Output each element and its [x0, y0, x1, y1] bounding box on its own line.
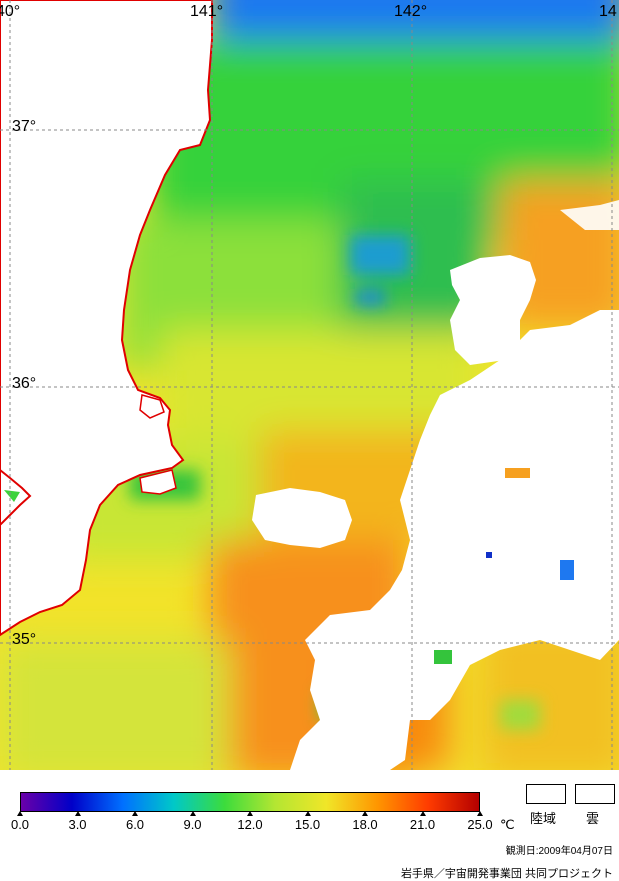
honshu-coastline — [0, 0, 213, 637]
credit-line: 岩手県／宇宙開発事業団 共同プロジェクト — [400, 868, 613, 880]
colorbar-tick — [74, 811, 81, 816]
colorbar-tick-label: 25.0 — [467, 817, 493, 832]
lat-label-36: 36° — [12, 375, 37, 392]
colorbar-tick-label: 0.0 — [10, 817, 30, 832]
cloud-key-label: 雲 — [586, 811, 600, 826]
observation-date: 観測日:2009年04月07日 — [505, 846, 613, 857]
colorbar-tick-label: 9.0 — [183, 817, 202, 832]
sea-surface-temperature-map: 40° 141° 142° 14 37° 36° 35° — [0, 0, 619, 770]
colorbar-tick — [419, 811, 426, 816]
lon-label-141: 141° — [190, 3, 224, 20]
cloud-key-box — [575, 784, 615, 804]
colorbar-tick — [189, 811, 196, 816]
lon-label-140: 40° — [0, 3, 21, 20]
land-key-label: 陸域 — [530, 811, 557, 826]
colorbar-tick — [304, 811, 311, 816]
colorbar-tick-label: 3.0 — [68, 817, 87, 832]
legend-panel: ℃ 陸域 雲 観測日:2009年04月07日 岩手県／宇宙開発事業団 共同プロジ… — [0, 770, 619, 881]
colorbar-tick — [477, 811, 483, 816]
unit-label: ℃ — [500, 817, 515, 832]
lat-label-37: 37° — [12, 118, 37, 135]
colorbar-tick — [132, 811, 138, 816]
lon-label-142: 142° — [394, 3, 428, 20]
colorbar-tick-label: 12.0 — [237, 817, 263, 832]
lat-label-35: 35° — [12, 631, 37, 648]
lon-label-143: 14 — [599, 3, 617, 20]
temperature-colorbar — [20, 792, 480, 812]
colorbar-tick — [362, 811, 368, 816]
colorbar-tick-label: 21.0 — [409, 817, 436, 832]
colorbar-tick — [17, 811, 23, 816]
land-key-box — [526, 784, 566, 804]
colorbar-tick — [247, 811, 253, 816]
colorbar-tick-label: 6.0 — [125, 817, 145, 832]
colorbar-tick-label: 15.0 — [294, 817, 321, 832]
colorbar-tick-label: 18.0 — [352, 817, 378, 832]
